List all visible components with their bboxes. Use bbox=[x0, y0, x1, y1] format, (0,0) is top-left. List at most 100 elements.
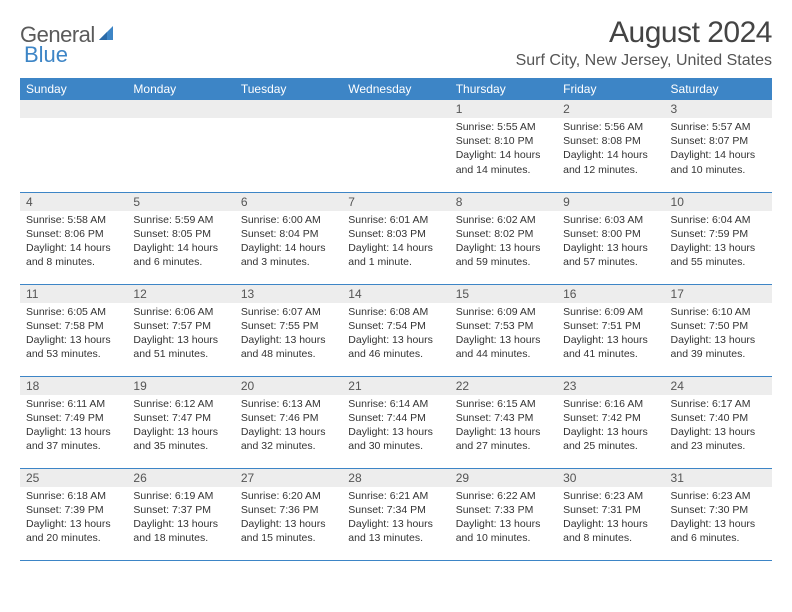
detail-line: Sunset: 7:37 PM bbox=[133, 503, 228, 517]
day-details: Sunrise: 5:55 AMSunset: 8:10 PMDaylight:… bbox=[450, 118, 557, 181]
calendar-cell: 20Sunrise: 6:13 AMSunset: 7:46 PMDayligh… bbox=[235, 376, 342, 468]
detail-line: Sunset: 8:03 PM bbox=[348, 227, 443, 241]
detail-line: Sunset: 8:00 PM bbox=[563, 227, 658, 241]
detail-line: Sunrise: 6:00 AM bbox=[241, 213, 336, 227]
day-details: Sunrise: 6:12 AMSunset: 7:47 PMDaylight:… bbox=[127, 395, 234, 458]
detail-line: Daylight: 13 hours bbox=[563, 241, 658, 255]
detail-line: Sunrise: 6:03 AM bbox=[563, 213, 658, 227]
detail-line: Daylight: 13 hours bbox=[671, 517, 766, 531]
detail-line: Sunrise: 5:56 AM bbox=[563, 120, 658, 134]
detail-line: Daylight: 13 hours bbox=[133, 333, 228, 347]
detail-line: and 3 minutes. bbox=[241, 255, 336, 269]
day-details: Sunrise: 6:13 AMSunset: 7:46 PMDaylight:… bbox=[235, 395, 342, 458]
calendar-cell: 5Sunrise: 5:59 AMSunset: 8:05 PMDaylight… bbox=[127, 192, 234, 284]
day-number: 24 bbox=[665, 377, 772, 395]
detail-line: Daylight: 13 hours bbox=[348, 425, 443, 439]
detail-line: and 37 minutes. bbox=[26, 439, 121, 453]
detail-line: and 53 minutes. bbox=[26, 347, 121, 361]
day-number: 7 bbox=[342, 193, 449, 211]
detail-line: Sunset: 8:02 PM bbox=[456, 227, 551, 241]
day-details: Sunrise: 6:05 AMSunset: 7:58 PMDaylight:… bbox=[20, 303, 127, 366]
day-details: Sunrise: 6:19 AMSunset: 7:37 PMDaylight:… bbox=[127, 487, 234, 550]
detail-line: and 57 minutes. bbox=[563, 255, 658, 269]
detail-line: Sunset: 8:04 PM bbox=[241, 227, 336, 241]
calendar-cell: 23Sunrise: 6:16 AMSunset: 7:42 PMDayligh… bbox=[557, 376, 664, 468]
calendar-cell: 21Sunrise: 6:14 AMSunset: 7:44 PMDayligh… bbox=[342, 376, 449, 468]
calendar-cell: 8Sunrise: 6:02 AMSunset: 8:02 PMDaylight… bbox=[450, 192, 557, 284]
day-number bbox=[235, 100, 342, 118]
day-details: Sunrise: 6:10 AMSunset: 7:50 PMDaylight:… bbox=[665, 303, 772, 366]
detail-line: Sunset: 7:54 PM bbox=[348, 319, 443, 333]
detail-line: and 32 minutes. bbox=[241, 439, 336, 453]
detail-line: Sunset: 7:30 PM bbox=[671, 503, 766, 517]
detail-line: Daylight: 13 hours bbox=[671, 333, 766, 347]
day-details: Sunrise: 6:00 AMSunset: 8:04 PMDaylight:… bbox=[235, 211, 342, 274]
weekday-header: Wednesday bbox=[342, 78, 449, 100]
detail-line: Daylight: 13 hours bbox=[563, 517, 658, 531]
day-number: 9 bbox=[557, 193, 664, 211]
month-title: August 2024 bbox=[516, 16, 772, 50]
detail-line: Sunrise: 6:06 AM bbox=[133, 305, 228, 319]
detail-line: Daylight: 13 hours bbox=[456, 517, 551, 531]
calendar-cell: 16Sunrise: 6:09 AMSunset: 7:51 PMDayligh… bbox=[557, 284, 664, 376]
detail-line: Sunset: 7:36 PM bbox=[241, 503, 336, 517]
day-details: Sunrise: 6:07 AMSunset: 7:55 PMDaylight:… bbox=[235, 303, 342, 366]
detail-line: Sunrise: 6:18 AM bbox=[26, 489, 121, 503]
calendar-cell: 18Sunrise: 6:11 AMSunset: 7:49 PMDayligh… bbox=[20, 376, 127, 468]
title-block: August 2024 Surf City, New Jersey, Unite… bbox=[516, 16, 772, 70]
day-number: 11 bbox=[20, 285, 127, 303]
detail-line: Sunset: 7:43 PM bbox=[456, 411, 551, 425]
day-number: 21 bbox=[342, 377, 449, 395]
day-number: 14 bbox=[342, 285, 449, 303]
logo-blue: Blue bbox=[24, 42, 68, 68]
day-number: 17 bbox=[665, 285, 772, 303]
day-details: Sunrise: 6:20 AMSunset: 7:36 PMDaylight:… bbox=[235, 487, 342, 550]
detail-line: and 23 minutes. bbox=[671, 439, 766, 453]
detail-line: Sunset: 7:59 PM bbox=[671, 227, 766, 241]
day-details: Sunrise: 6:06 AMSunset: 7:57 PMDaylight:… bbox=[127, 303, 234, 366]
detail-line: Sunset: 8:06 PM bbox=[26, 227, 121, 241]
day-details: Sunrise: 6:08 AMSunset: 7:54 PMDaylight:… bbox=[342, 303, 449, 366]
detail-line: and 25 minutes. bbox=[563, 439, 658, 453]
day-details bbox=[20, 118, 127, 178]
detail-line: Sunrise: 6:22 AM bbox=[456, 489, 551, 503]
day-number: 1 bbox=[450, 100, 557, 118]
day-number: 29 bbox=[450, 469, 557, 487]
detail-line: and 51 minutes. bbox=[133, 347, 228, 361]
day-details: Sunrise: 6:14 AMSunset: 7:44 PMDaylight:… bbox=[342, 395, 449, 458]
calendar-cell: 14Sunrise: 6:08 AMSunset: 7:54 PMDayligh… bbox=[342, 284, 449, 376]
calendar-cell: 28Sunrise: 6:21 AMSunset: 7:34 PMDayligh… bbox=[342, 468, 449, 560]
calendar-cell: 19Sunrise: 6:12 AMSunset: 7:47 PMDayligh… bbox=[127, 376, 234, 468]
detail-line: Sunset: 7:42 PM bbox=[563, 411, 658, 425]
calendar-cell: 6Sunrise: 6:00 AMSunset: 8:04 PMDaylight… bbox=[235, 192, 342, 284]
calendar-cell bbox=[127, 100, 234, 192]
weekday-header: Sunday bbox=[20, 78, 127, 100]
weekday-header: Monday bbox=[127, 78, 234, 100]
calendar-cell: 15Sunrise: 6:09 AMSunset: 7:53 PMDayligh… bbox=[450, 284, 557, 376]
detail-line: Sunrise: 6:16 AM bbox=[563, 397, 658, 411]
detail-line: Daylight: 13 hours bbox=[671, 241, 766, 255]
day-details: Sunrise: 6:02 AMSunset: 8:02 PMDaylight:… bbox=[450, 211, 557, 274]
detail-line: and 15 minutes. bbox=[241, 531, 336, 545]
day-details: Sunrise: 6:17 AMSunset: 7:40 PMDaylight:… bbox=[665, 395, 772, 458]
day-number bbox=[127, 100, 234, 118]
day-number: 28 bbox=[342, 469, 449, 487]
header: General August 2024 Surf City, New Jerse… bbox=[20, 16, 772, 70]
day-number: 8 bbox=[450, 193, 557, 211]
detail-line: Sunrise: 6:14 AM bbox=[348, 397, 443, 411]
calendar-row: 1Sunrise: 5:55 AMSunset: 8:10 PMDaylight… bbox=[20, 100, 772, 192]
day-number: 16 bbox=[557, 285, 664, 303]
detail-line: and 18 minutes. bbox=[133, 531, 228, 545]
calendar-cell: 9 Sunrise: 6:03 AMSunset: 8:00 PMDaylight… bbox=[557, 192, 664, 284]
day-details: Sunrise: 6:16 AMSunset: 7:42 PMDaylight:… bbox=[557, 395, 664, 458]
detail-line: and 59 minutes. bbox=[456, 255, 551, 269]
calendar-cell: 1Sunrise: 5:55 AMSunset: 8:10 PMDaylight… bbox=[450, 100, 557, 192]
day-number: 22 bbox=[450, 377, 557, 395]
detail-line: Sunrise: 6:02 AM bbox=[456, 213, 551, 227]
detail-line: Daylight: 14 hours bbox=[133, 241, 228, 255]
detail-line: Daylight: 14 hours bbox=[26, 241, 121, 255]
detail-line: and 10 minutes. bbox=[456, 531, 551, 545]
detail-line: and 6 minutes. bbox=[133, 255, 228, 269]
day-details: Sunrise: 6:01 AMSunset: 8:03 PMDaylight:… bbox=[342, 211, 449, 274]
detail-line: Sunset: 7:53 PM bbox=[456, 319, 551, 333]
